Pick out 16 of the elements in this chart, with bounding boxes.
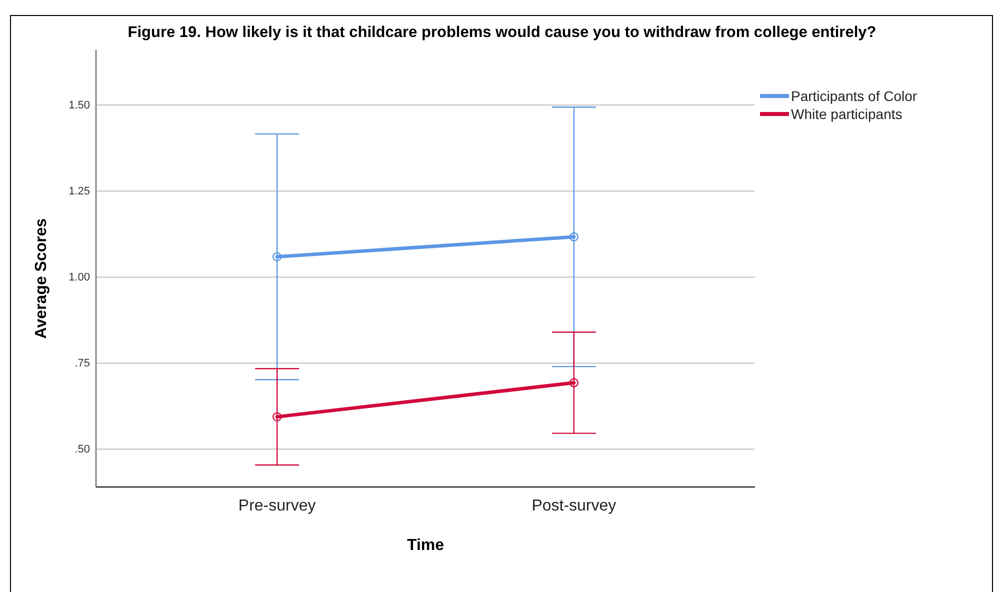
point <box>272 412 282 422</box>
legend-label: White participants <box>791 106 902 122</box>
point <box>569 378 579 388</box>
y-tick-label: 1.00 <box>68 272 90 284</box>
x-axis-title: Time <box>406 537 444 554</box>
y-tick-label: 1.50 <box>68 100 90 112</box>
y-tick-label: .75 <box>74 358 90 370</box>
x-tick-label: Post-survey <box>532 497 616 514</box>
point <box>569 232 579 242</box>
legend-label: Participants of Color <box>791 88 918 104</box>
y-axis-title: Average Scores <box>33 218 50 339</box>
y-tick-label: .50 <box>74 444 90 456</box>
y-tick-label: 1.25 <box>68 186 90 198</box>
chart-title: Figure 19. How likely is it that childcare problems would cause you to withdraw from college entirely? <box>128 24 876 41</box>
point <box>272 252 282 262</box>
x-tick-label: Pre-survey <box>238 497 316 514</box>
